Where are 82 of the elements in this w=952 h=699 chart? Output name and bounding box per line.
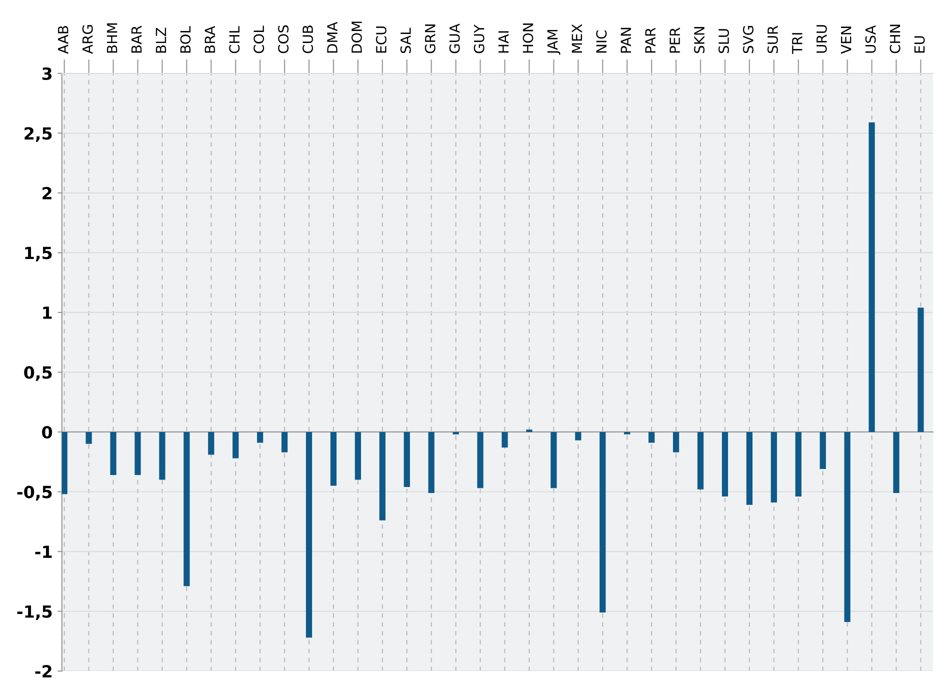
x-tick-label: COL bbox=[254, 26, 264, 54]
y-tick-label: 0,5 bbox=[24, 366, 52, 381]
x-tick-label: GRN bbox=[424, 24, 436, 54]
bar bbox=[600, 432, 606, 612]
x-tick-label: BAR bbox=[131, 26, 142, 53]
bar bbox=[404, 432, 410, 487]
bar bbox=[428, 432, 434, 493]
x-tick-label: JAM bbox=[547, 30, 560, 55]
y-tick-label: 2 bbox=[42, 186, 52, 200]
bar bbox=[550, 432, 557, 488]
x-tick-label: DMA bbox=[327, 22, 338, 53]
bar bbox=[795, 432, 802, 497]
x-tick-label: BLZ bbox=[156, 28, 166, 53]
x-tick-label: PER bbox=[670, 28, 680, 53]
bar bbox=[379, 432, 386, 520]
x-tick-label: AAB bbox=[58, 26, 68, 54]
bar bbox=[722, 432, 728, 497]
bar bbox=[452, 432, 459, 434]
bar bbox=[354, 432, 362, 480]
bar bbox=[306, 432, 312, 638]
x-tick-label: SUR bbox=[767, 26, 778, 54]
bar bbox=[502, 432, 508, 448]
y-tick-label: -1,5 bbox=[17, 605, 52, 620]
x-tick-label: PAN bbox=[620, 28, 631, 53]
bar bbox=[868, 122, 875, 432]
x-tick-label: HAI bbox=[498, 31, 509, 53]
x-tick-label: DOM bbox=[351, 22, 362, 53]
x-tick-label: SAL bbox=[400, 28, 411, 54]
x-tick-label: ARG bbox=[82, 25, 93, 54]
x-tick-label: ECU bbox=[376, 26, 386, 53]
bar bbox=[672, 432, 680, 452]
x-tick-label: CHL bbox=[229, 26, 240, 54]
y-tick-label: 2,5 bbox=[24, 127, 52, 142]
bar bbox=[918, 308, 924, 432]
bar bbox=[184, 432, 190, 586]
x-tick-label: USA bbox=[865, 25, 876, 53]
bar bbox=[697, 432, 704, 490]
x-tick-label: EU bbox=[914, 36, 925, 53]
x-tick-label: CUB bbox=[302, 26, 314, 54]
x-tick-label: SLU bbox=[718, 29, 730, 54]
bar bbox=[648, 432, 655, 443]
x-tick-label: SKN bbox=[694, 27, 705, 54]
bar bbox=[770, 432, 777, 503]
x-tick-label: BHM bbox=[106, 23, 118, 53]
x-tick-label: TRI bbox=[792, 33, 802, 54]
x-tick-label: VEN bbox=[841, 26, 852, 54]
x-tick-label: COS bbox=[278, 25, 289, 54]
bar bbox=[575, 432, 582, 440]
x-tick-label: CHN bbox=[890, 24, 900, 54]
x-tick-label: SVG bbox=[742, 26, 754, 54]
bar bbox=[746, 432, 753, 505]
x-tick-label: BOL bbox=[180, 26, 191, 53]
bar bbox=[232, 432, 239, 458]
bar bbox=[281, 432, 288, 452]
x-tick-label: MEX bbox=[572, 24, 582, 53]
x-tick-label: BRA bbox=[204, 26, 215, 53]
bar bbox=[159, 432, 166, 480]
y-tick-label: -2 bbox=[35, 665, 52, 678]
bar bbox=[844, 432, 850, 622]
y-tick-label: -0,5 bbox=[17, 486, 52, 500]
bar bbox=[134, 432, 141, 476]
bar bbox=[86, 432, 92, 444]
bar bbox=[624, 432, 630, 434]
x-tick-label: PAR bbox=[645, 28, 656, 53]
bar bbox=[62, 432, 68, 494]
y-tick-label: 1,5 bbox=[25, 246, 52, 262]
x-tick-label: URU bbox=[816, 25, 827, 53]
bar bbox=[110, 432, 116, 476]
y-tick-label: 0 bbox=[42, 426, 52, 439]
y-tick-label: -1 bbox=[35, 546, 52, 558]
x-tick-label: NIC bbox=[596, 30, 607, 53]
x-tick-label: GUY bbox=[474, 24, 484, 54]
bar bbox=[477, 432, 484, 488]
bar bbox=[330, 432, 337, 486]
x-tick-label: GUA bbox=[449, 24, 460, 54]
y-tick-label: 1 bbox=[43, 306, 52, 319]
bar bbox=[893, 432, 900, 493]
y-tick-label: 3 bbox=[42, 67, 52, 80]
bar bbox=[820, 432, 826, 470]
bar bbox=[208, 432, 214, 455]
x-tick-label: HON bbox=[522, 24, 534, 53]
bar bbox=[257, 432, 264, 443]
